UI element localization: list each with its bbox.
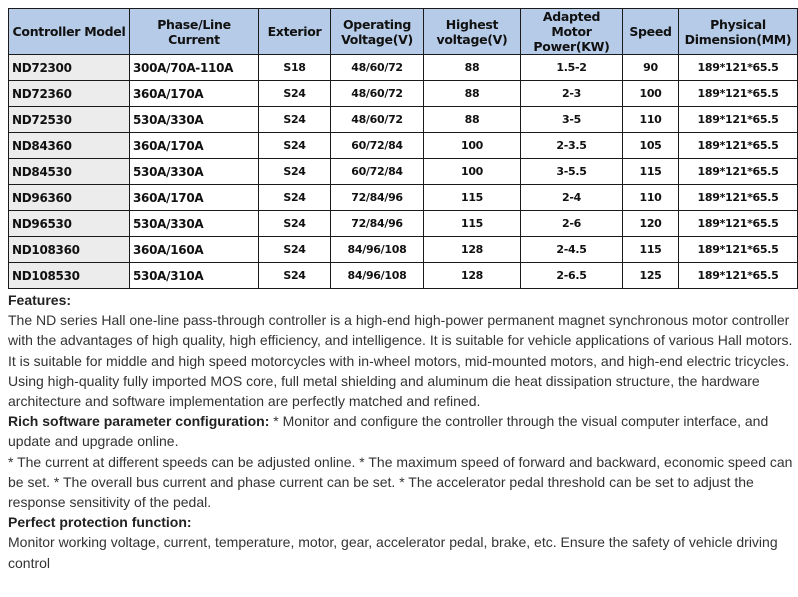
table-cell: 189*121*65.5 — [678, 54, 798, 81]
column-header: Adapted Motor Power(KW) — [520, 8, 623, 55]
table-row: ND96360 360A/170A S24 72/84/96 115 2-4 110 189*… — [8, 184, 798, 211]
table-cell: 110 — [622, 184, 679, 211]
table-cell: ND96530 — [8, 210, 130, 237]
table-cell: 189*121*65.5 — [678, 236, 798, 263]
table-cell: ND72300 — [8, 54, 130, 81]
table-cell: 88 — [423, 80, 521, 107]
table-cell: 2-3.5 — [520, 132, 623, 159]
column-header: Operating Voltage(V) — [330, 8, 424, 55]
table-cell: ND108360 — [8, 236, 130, 263]
table-cell: S18 — [258, 54, 331, 81]
table-cell: 530A/330A — [129, 158, 259, 185]
table-cell: ND84530 — [8, 158, 130, 185]
column-header: Highest voltage(V) — [423, 8, 521, 55]
table-cell: S24 — [258, 80, 331, 107]
controller-spec-table: Controller Model Phase/Line Current Exteri… — [8, 8, 798, 289]
table-cell: 360A/170A — [129, 80, 259, 107]
table-cell: 300A/70A-110A — [129, 54, 259, 81]
table-cell: ND72530 — [8, 106, 130, 133]
protection-heading: Perfect protection function: — [8, 514, 192, 531]
table-cell: 2-3 — [520, 80, 623, 107]
table-cell: 72/84/96 — [330, 210, 424, 237]
table-cell: 360A/170A — [129, 184, 259, 211]
table-cell: S24 — [258, 132, 331, 159]
table-row: ND72300 300A/70A-110A S18 48/60/72 88 1.5-2 90… — [8, 54, 798, 81]
column-header: Physical Dimension(MM) — [678, 8, 798, 55]
table-cell: 115 — [622, 236, 679, 263]
table-cell: 125 — [622, 262, 679, 289]
table-cell: 2-4 — [520, 184, 623, 211]
table-cell: 105 — [622, 132, 679, 159]
features-section: Features: The ND series Hall one-line pa… — [8, 290, 794, 573]
table-cell: 189*121*65.5 — [678, 132, 798, 159]
table-cell: 2-6 — [520, 210, 623, 237]
table-cell: 60/72/84 — [330, 158, 424, 185]
table-cell: 48/60/72 — [330, 54, 424, 81]
features-body: The ND series Hall one-line pass-through… — [8, 312, 793, 410]
column-header: Speed — [622, 8, 679, 55]
table-cell: S24 — [258, 106, 331, 133]
table-cell: 90 — [622, 54, 679, 81]
table-cell: S24 — [258, 262, 331, 289]
software-heading: Rich software parameter configuration: — [8, 413, 270, 430]
table-cell: 2-4.5 — [520, 236, 623, 263]
table-cell: 189*121*65.5 — [678, 106, 798, 133]
table-cell: S24 — [258, 184, 331, 211]
table-cell: 189*121*65.5 — [678, 80, 798, 107]
table-cell: 530A/310A — [129, 262, 259, 289]
table-row: ND84360 360A/170A S24 60/72/84 100 2-3.5 105 18… — [8, 132, 798, 159]
table-cell: 100 — [423, 132, 521, 159]
table-cell: 48/60/72 — [330, 80, 424, 107]
table-cell: 189*121*65.5 — [678, 158, 798, 185]
table-cell: 2-6.5 — [520, 262, 623, 289]
table-cell: ND96360 — [8, 184, 130, 211]
table-cell: 530A/330A — [129, 210, 259, 237]
table-cell: 189*121*65.5 — [678, 262, 798, 289]
software-body-2: * The current at different speeds can be… — [8, 453, 793, 511]
table-cell: 48/60/72 — [330, 106, 424, 133]
table-cell: 100 — [622, 80, 679, 107]
table-cell: 3-5 — [520, 106, 623, 133]
table-row: ND84530 530A/330A S24 60/72/84 100 3-5.5 115 18… — [8, 158, 798, 185]
software-body: * Monitor and configure the controller t… — [8, 413, 769, 450]
table-cell: 88 — [423, 106, 521, 133]
table-cell: 115 — [622, 158, 679, 185]
column-header: Controller Model — [8, 8, 130, 55]
table-row: ND72530 530A/330A S24 48/60/72 88 3-5 110 189*1… — [8, 106, 798, 133]
table-cell: 189*121*65.5 — [678, 184, 798, 211]
table-cell: 360A/170A — [129, 132, 259, 159]
table-cell: 72/84/96 — [330, 184, 424, 211]
protection-body: Monitor working voltage, current, temper… — [8, 534, 778, 571]
table-cell: 3-5.5 — [520, 158, 623, 185]
table-cell: S24 — [258, 236, 331, 263]
table-cell: 530A/330A — [129, 106, 259, 133]
table-cell: 115 — [423, 210, 521, 237]
table-header-row: Controller Model Phase/Line Current Exteri… — [8, 8, 798, 55]
table-cell: 110 — [622, 106, 679, 133]
table-cell: 84/96/108 — [330, 236, 424, 263]
table-cell: ND72360 — [8, 80, 130, 107]
column-header: Exterior — [258, 8, 331, 55]
table-cell: 88 — [423, 54, 521, 81]
table-row: ND108530 530A/310A S24 84/96/108 128 2-6.5 125… — [8, 262, 798, 289]
table-cell: 84/96/108 — [330, 262, 424, 289]
table-row: ND108360 360A/160A S24 84/96/108 128 2-4.5 115… — [8, 236, 798, 263]
table-row: ND96530 530A/330A S24 72/84/96 115 2-6 120 189*… — [8, 210, 798, 237]
table-cell: ND108530 — [8, 262, 130, 289]
table-cell: 60/72/84 — [330, 132, 424, 159]
table-cell: 120 — [622, 210, 679, 237]
table-cell: 360A/160A — [129, 236, 259, 263]
column-header: Phase/Line Current — [129, 8, 259, 55]
table-cell: 128 — [423, 262, 521, 289]
table-row: ND72360 360A/170A S24 48/60/72 88 2-3 100 189*1… — [8, 80, 798, 107]
features-heading: Features: — [8, 292, 72, 308]
table-cell: S24 — [258, 210, 331, 237]
table-cell: ND84360 — [8, 132, 130, 159]
table-cell: 128 — [423, 236, 521, 263]
table-cell: 100 — [423, 158, 521, 185]
table-cell: 115 — [423, 184, 521, 211]
table-cell: 1.5-2 — [520, 54, 623, 81]
table-cell: 189*121*65.5 — [678, 210, 798, 237]
table-cell: S24 — [258, 158, 331, 185]
